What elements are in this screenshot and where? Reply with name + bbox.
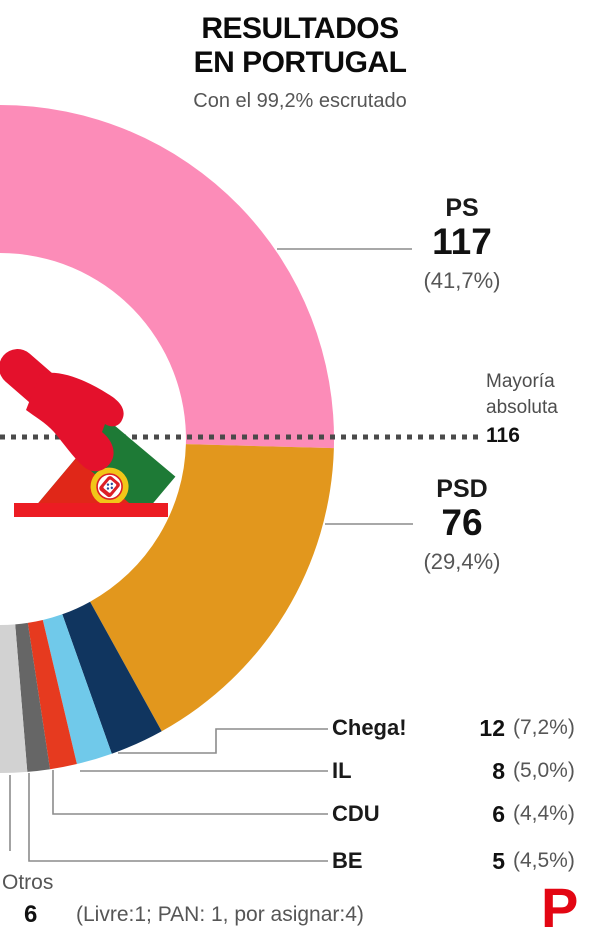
donut-segment-be: [15, 622, 50, 772]
leader-line-chega: [118, 728, 328, 754]
party-name: PS: [445, 194, 479, 222]
donut-segment-otros: [0, 624, 28, 774]
majority-label: Mayoría absoluta: [486, 371, 558, 419]
hand: [26, 372, 124, 472]
party-name: PSD: [436, 475, 488, 503]
flag-emblem: [90, 467, 129, 506]
otros-seats: 6: [24, 901, 38, 928]
callout-ps: PS 117 (41,7%): [382, 194, 542, 294]
row-il: IL 8 (5,0%): [0, 758, 600, 786]
party-name: Chega!: [332, 715, 407, 740]
ballot-box-slot: [14, 503, 168, 517]
party-percent: (7,2%): [513, 716, 575, 739]
page-subtitle: Con el 99,2% escrutado: [193, 90, 407, 112]
party-percent: (4,4%): [513, 802, 575, 825]
party-percent: (41,7%): [423, 267, 501, 293]
donut-segment-il: [42, 614, 112, 764]
leader-line-be: [28, 773, 328, 862]
party-percent: (4,5%): [513, 849, 575, 872]
brand-logo: P: [541, 876, 579, 939]
donut-segment-ps: [0, 105, 335, 449]
party-seats: 8: [492, 758, 505, 784]
donut-segment-cdu: [27, 620, 77, 770]
otros-note: (Livre:1; PAN: 1, por asignar:4): [76, 903, 364, 926]
row-chega: Chega! 12 (7,2%): [0, 715, 600, 743]
donut-segments: [0, 105, 335, 774]
party-seats: 76: [441, 502, 483, 543]
donut-segment-chega: [62, 601, 162, 754]
row-be: BE 5 (4,5%): [0, 848, 600, 876]
party-percent: (5,0%): [513, 759, 575, 782]
callout-psd: PSD 76 (29,4%): [382, 475, 542, 575]
page-title: RESULTADOS EN PORTUGAL: [193, 12, 407, 79]
party-name: BE: [332, 848, 363, 873]
party-name: IL: [332, 758, 352, 783]
party-seats: 6: [492, 801, 505, 827]
party-seats: 117: [432, 221, 492, 262]
ballot-illustration: [0, 349, 176, 517]
donut-segment-psd: [90, 444, 334, 732]
party-seats: 12: [479, 715, 505, 741]
leader-line-cdu: [52, 770, 328, 815]
majority-value: 116: [486, 424, 520, 447]
otros-label: Otros: [2, 871, 54, 894]
row-cdu: CDU 6 (4,4%): [0, 801, 600, 829]
party-name: CDU: [332, 801, 380, 826]
party-seats: 5: [492, 848, 505, 874]
party-percent: (29,4%): [423, 548, 501, 574]
